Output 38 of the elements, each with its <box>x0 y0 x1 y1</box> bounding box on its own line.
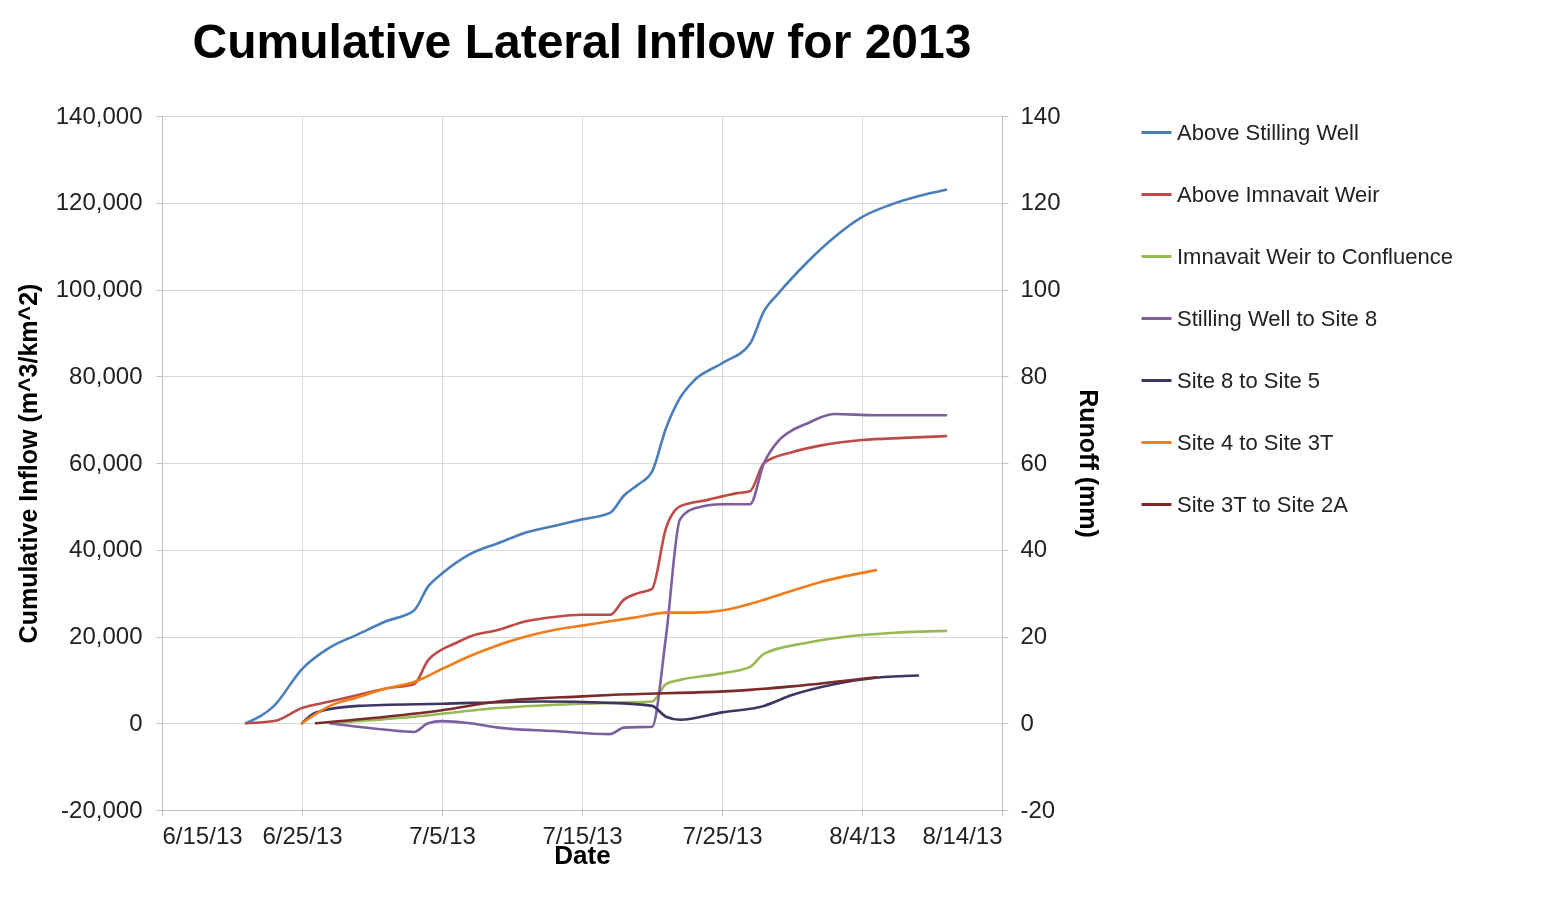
x-tick-label: 8/14/13 <box>922 821 1003 849</box>
legend-label: Above Imnavait Weir <box>1177 181 1380 207</box>
legend-label: Above Stilling Well <box>1177 119 1359 145</box>
y-tick-label: 0 <box>129 708 143 736</box>
y2-tick-label: 100 <box>1020 275 1061 302</box>
y2-tick-label: 60 <box>1020 448 1048 476</box>
legend-label: Imnavait Weir to Confluence <box>1177 243 1453 269</box>
y-tick-label: 40,000 <box>69 535 143 563</box>
y-axis-title: Cumulative Inflow (m^3/km^2) <box>13 283 42 644</box>
x-tick-label: 7/25/13 <box>682 821 763 849</box>
chart-title: Cumulative Lateral Inflow for 2013 <box>192 15 972 68</box>
legend-label: Site 4 to Site 3T <box>1177 429 1334 455</box>
y2-tick-label: 120 <box>1020 188 1061 216</box>
y-tick-label: 60,000 <box>69 448 143 476</box>
y2-tick-label: -20 <box>1020 795 1056 823</box>
y-tick-label: 20,000 <box>69 622 143 649</box>
y2-tick-label: 40 <box>1020 535 1048 563</box>
x-tick-label: 7/5/13 <box>409 821 476 849</box>
x-tick-label: 8/4/13 <box>829 821 896 849</box>
y2-tick-label: 0 <box>1020 708 1034 736</box>
y2-axis-title: Runoff (mm) <box>1074 389 1103 538</box>
y-tick-label: 140,000 <box>55 101 143 129</box>
y-tick-label: 120,000 <box>55 188 143 216</box>
y2-tick-label: 140 <box>1020 101 1061 129</box>
y-tick-label: 100,000 <box>55 275 143 302</box>
x-tick-label: 6/15/13 <box>162 821 243 849</box>
line-series <box>244 188 948 725</box>
legend-label: Site 3T to Site 2A <box>1177 491 1349 517</box>
x-tick-label: 6/25/13 <box>262 821 343 849</box>
y2-tick-label: 20 <box>1020 622 1048 649</box>
y-tick-label: 80,000 <box>69 361 143 389</box>
y2-tick-label: 80 <box>1020 361 1048 389</box>
y-tick-label: -20,000 <box>61 795 143 823</box>
legend-label: Stilling Well to Site 8 <box>1177 305 1378 331</box>
line-series <box>244 434 948 725</box>
line-series <box>300 568 878 725</box>
line-series <box>328 412 948 736</box>
legend-label: Site 8 to Site 5 <box>1177 367 1321 393</box>
